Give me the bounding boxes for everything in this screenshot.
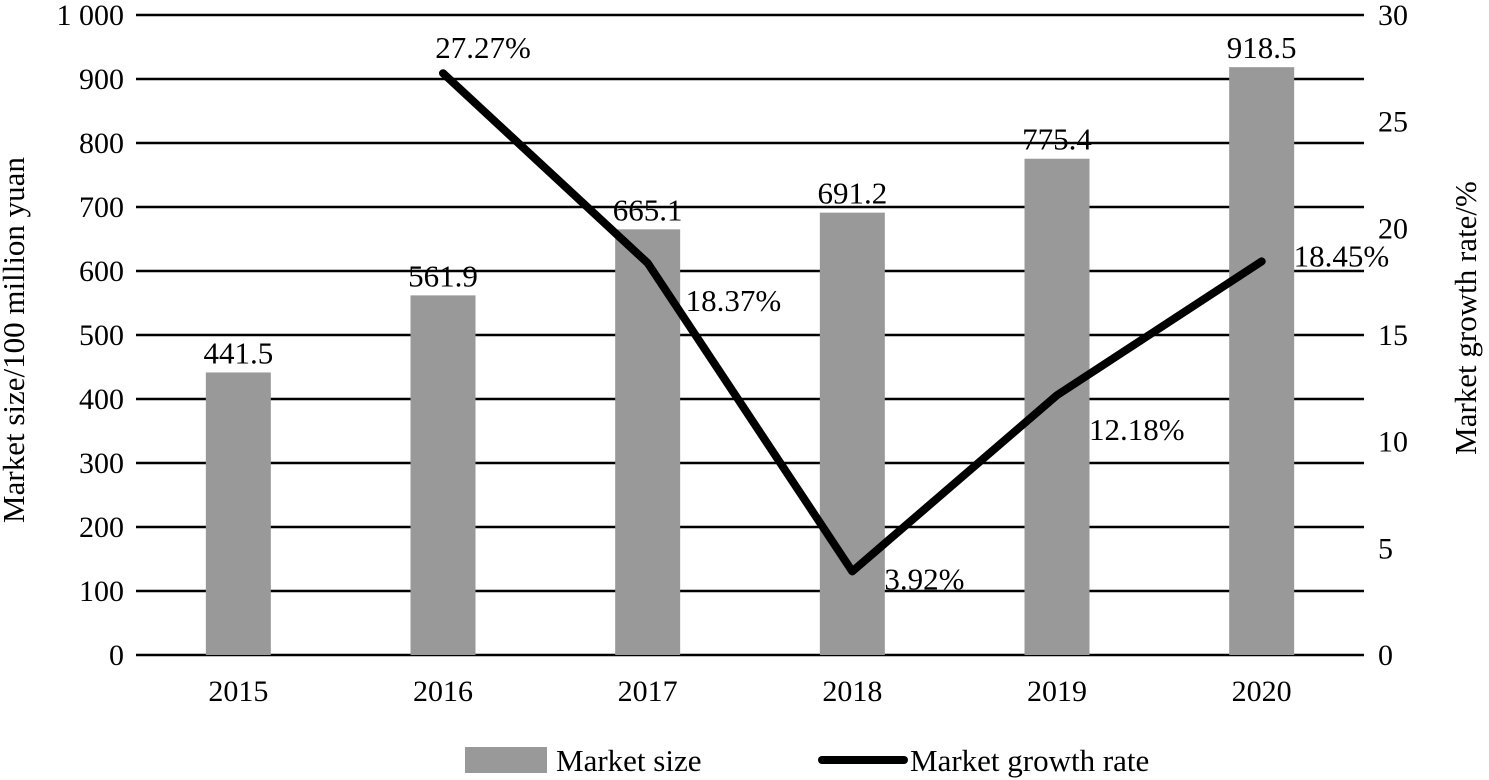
legend-label-market-size: Market size: [556, 743, 701, 778]
x-tick-label: 2018: [822, 675, 882, 708]
line-data-label: 3.92%: [884, 561, 964, 596]
line-data-label: 27.27%: [435, 30, 531, 65]
y2-tick-label: 20: [1378, 212, 1408, 245]
y-tick-label: 100: [79, 575, 124, 608]
bar-data-label: 691.2: [817, 176, 887, 211]
bar-series: [205, 67, 1295, 655]
bar-data-label: 441.5: [203, 335, 273, 370]
bar-data-label: 775.4: [1022, 122, 1092, 157]
bar: [205, 372, 271, 655]
bar: [410, 295, 476, 655]
bar: [819, 212, 885, 655]
bar-data-label: 665.1: [613, 192, 683, 227]
legend-label-market-growth-rate: Market growth rate: [910, 743, 1149, 778]
bar: [1024, 158, 1090, 655]
line-series: [439, 69, 1266, 576]
line-data-label: 12.18%: [1089, 412, 1185, 447]
y-tick-label: 1 000: [57, 0, 125, 32]
bar: [1229, 67, 1295, 655]
bar-data-label: 918.5: [1227, 30, 1297, 65]
y-tick-label: 500: [79, 319, 124, 352]
y2-tick-label: 5: [1378, 532, 1393, 565]
legend: Market size Market growth rate: [465, 743, 1149, 778]
y-tick-label: 400: [79, 383, 124, 416]
y2-tick-label: 10: [1378, 426, 1408, 459]
y-tick-label: 600: [79, 255, 124, 288]
y-tick-label: 800: [79, 127, 124, 160]
x-axis-ticks: 2015 2016 2017 2018 2019 2020: [208, 675, 1291, 708]
legend-swatch-market-size: [465, 747, 547, 773]
y-tick-label: 200: [79, 511, 124, 544]
gridlines: [136, 13, 1364, 657]
y2-tick-label: 0: [1378, 639, 1393, 672]
y-tick-label: 300: [79, 447, 124, 480]
line-data-label: 18.45%: [1294, 238, 1390, 273]
y-axis-title: Market size/100 million yuan: [0, 157, 31, 523]
x-tick-label: 2020: [1232, 675, 1292, 708]
x-tick-label: 2019: [1027, 675, 1087, 708]
data-labels: 441.5 561.9 665.1 691.2 775.4 918.5 27.27% 18.3…: [203, 30, 1389, 596]
growth-rate-line: [439, 69, 1266, 576]
y-tick-label: 0: [109, 639, 124, 672]
y2-axis-title: Market growth rate/%: [1448, 181, 1483, 455]
x-tick-label: 2015: [208, 675, 268, 708]
x-tick-label: 2017: [618, 675, 678, 708]
line-data-label: 18.37%: [686, 283, 782, 318]
y2-tick-label: 15: [1378, 319, 1408, 352]
y2-tick-label: 30: [1378, 0, 1408, 32]
left-axis-ticks: 0 100 200 300 400 500 600 700 800 900 1 000: [57, 0, 125, 672]
bar-data-label: 561.9: [408, 258, 478, 293]
y-tick-label: 700: [79, 191, 124, 224]
y-tick-label: 900: [79, 63, 124, 96]
y2-tick-label: 25: [1378, 106, 1408, 139]
x-tick-label: 2016: [413, 675, 473, 708]
right-axis-ticks: 0 5 10 15 20 25 30: [1378, 0, 1408, 672]
